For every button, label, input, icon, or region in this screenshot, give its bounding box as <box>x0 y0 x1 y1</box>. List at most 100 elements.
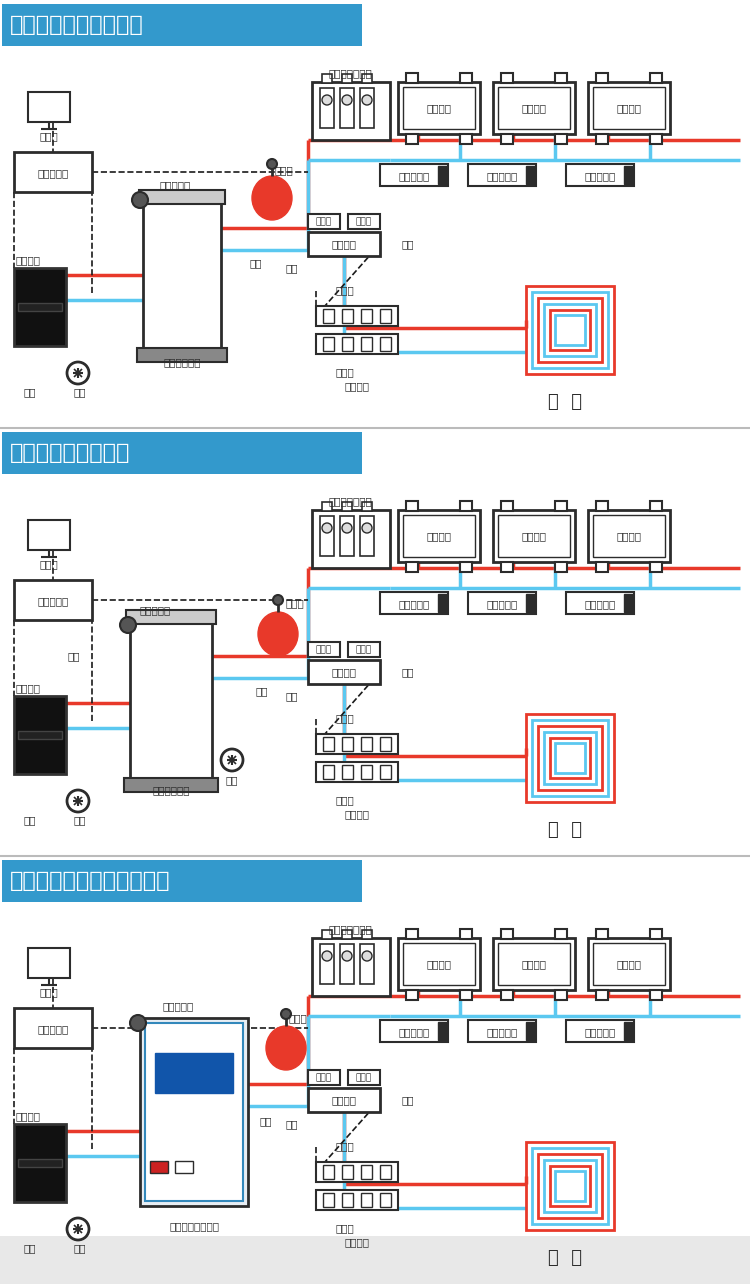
Bar <box>555 134 567 144</box>
Bar <box>380 737 391 751</box>
Text: 自动排气阀: 自动排气阀 <box>159 180 190 190</box>
Bar <box>650 134 662 144</box>
Text: 显示器: 显示器 <box>40 559 58 569</box>
Ellipse shape <box>252 176 292 220</box>
Text: 进水: 进水 <box>286 1118 298 1129</box>
Bar <box>2 431 362 474</box>
Bar <box>380 1193 391 1207</box>
Bar <box>14 1008 92 1048</box>
Bar <box>323 309 334 324</box>
Text: 进水: 进水 <box>260 1116 272 1126</box>
Text: 水泵: 水泵 <box>74 386 86 397</box>
Text: 温度调节器: 温度调节器 <box>584 1027 616 1037</box>
Circle shape <box>267 159 277 169</box>
Text: 风机盘管: 风机盘管 <box>521 959 547 969</box>
Bar <box>493 939 575 990</box>
Text: 风机盘管: 风机盘管 <box>616 532 641 541</box>
Text: 户式一次系统安装应用: 户式一次系统安装应用 <box>10 15 144 35</box>
Bar <box>150 1161 168 1174</box>
Bar <box>555 73 567 83</box>
Bar <box>308 214 340 229</box>
Bar <box>323 1193 334 1207</box>
Circle shape <box>322 95 332 105</box>
Bar <box>2 4 362 46</box>
Text: 自动排气阀: 自动排气阀 <box>140 605 170 615</box>
Bar <box>624 166 633 184</box>
Bar <box>362 74 372 83</box>
Bar <box>498 515 570 557</box>
Bar <box>501 134 513 144</box>
Bar <box>544 1159 596 1212</box>
Bar <box>501 930 513 939</box>
Bar <box>624 1022 633 1040</box>
Bar <box>323 765 334 779</box>
Bar <box>155 1053 233 1093</box>
Text: 风机盘管: 风机盘管 <box>616 959 641 969</box>
Bar <box>460 930 472 939</box>
Bar <box>501 501 513 511</box>
Bar <box>468 164 536 186</box>
Bar <box>126 610 216 624</box>
Ellipse shape <box>258 612 298 656</box>
Bar <box>139 190 225 204</box>
Bar <box>596 501 608 511</box>
Bar <box>532 720 608 796</box>
Bar <box>493 510 575 562</box>
Bar <box>555 562 567 571</box>
Bar <box>14 580 92 620</box>
Text: 显示器: 显示器 <box>40 987 58 996</box>
Bar <box>380 1019 448 1043</box>
Bar <box>538 1154 602 1219</box>
Text: 进水: 进水 <box>24 386 36 397</box>
Bar <box>406 562 418 571</box>
Bar <box>342 309 353 324</box>
Text: 分集水器: 分集水器 <box>344 381 370 392</box>
Bar <box>18 303 62 311</box>
Text: 温度调节器: 温度调节器 <box>584 600 616 609</box>
Bar <box>312 939 390 996</box>
Bar <box>526 1022 535 1040</box>
Circle shape <box>130 1014 146 1031</box>
Bar <box>145 1023 243 1201</box>
Bar <box>555 315 585 345</box>
Bar <box>323 1165 334 1179</box>
Bar <box>468 592 536 614</box>
Text: 风机盘管: 风机盘管 <box>521 532 547 541</box>
Bar <box>544 304 596 356</box>
Circle shape <box>221 749 243 770</box>
Bar <box>501 562 513 571</box>
Bar <box>555 501 567 511</box>
Text: 热泵机组: 热泵机组 <box>16 683 41 693</box>
Text: 控制阀: 控制阀 <box>336 285 355 295</box>
Bar <box>532 291 608 369</box>
Bar <box>650 562 662 571</box>
Bar <box>650 73 662 83</box>
Text: 进水: 进水 <box>24 1243 36 1253</box>
Text: 进水: 进水 <box>256 686 268 696</box>
Bar <box>596 990 608 1000</box>
Bar <box>14 268 66 345</box>
Text: 回水: 回水 <box>402 239 414 249</box>
Bar <box>460 501 472 511</box>
Text: 膨胀罐: 膨胀罐 <box>289 1013 308 1023</box>
Circle shape <box>342 951 352 960</box>
Bar <box>380 164 448 186</box>
Bar <box>650 501 662 511</box>
Bar <box>308 1070 340 1085</box>
Bar <box>348 642 380 657</box>
Text: 控制阀: 控制阀 <box>316 217 332 226</box>
Bar <box>323 737 334 751</box>
Bar <box>593 942 665 985</box>
Text: 控制阀: 控制阀 <box>336 795 355 805</box>
Text: 中央控制箱: 中央控制箱 <box>38 596 69 606</box>
Bar <box>398 82 480 134</box>
Text: 搪瓷缓冲水箱: 搪瓷缓冲水箱 <box>164 357 201 367</box>
Text: 风机盘管: 风机盘管 <box>521 103 547 113</box>
Bar <box>566 164 634 186</box>
Bar <box>322 930 332 939</box>
Bar <box>555 1171 585 1201</box>
Text: 进水: 进水 <box>286 263 298 273</box>
Circle shape <box>342 95 352 105</box>
Bar <box>340 89 354 128</box>
Text: 控制阀: 控制阀 <box>356 217 372 226</box>
